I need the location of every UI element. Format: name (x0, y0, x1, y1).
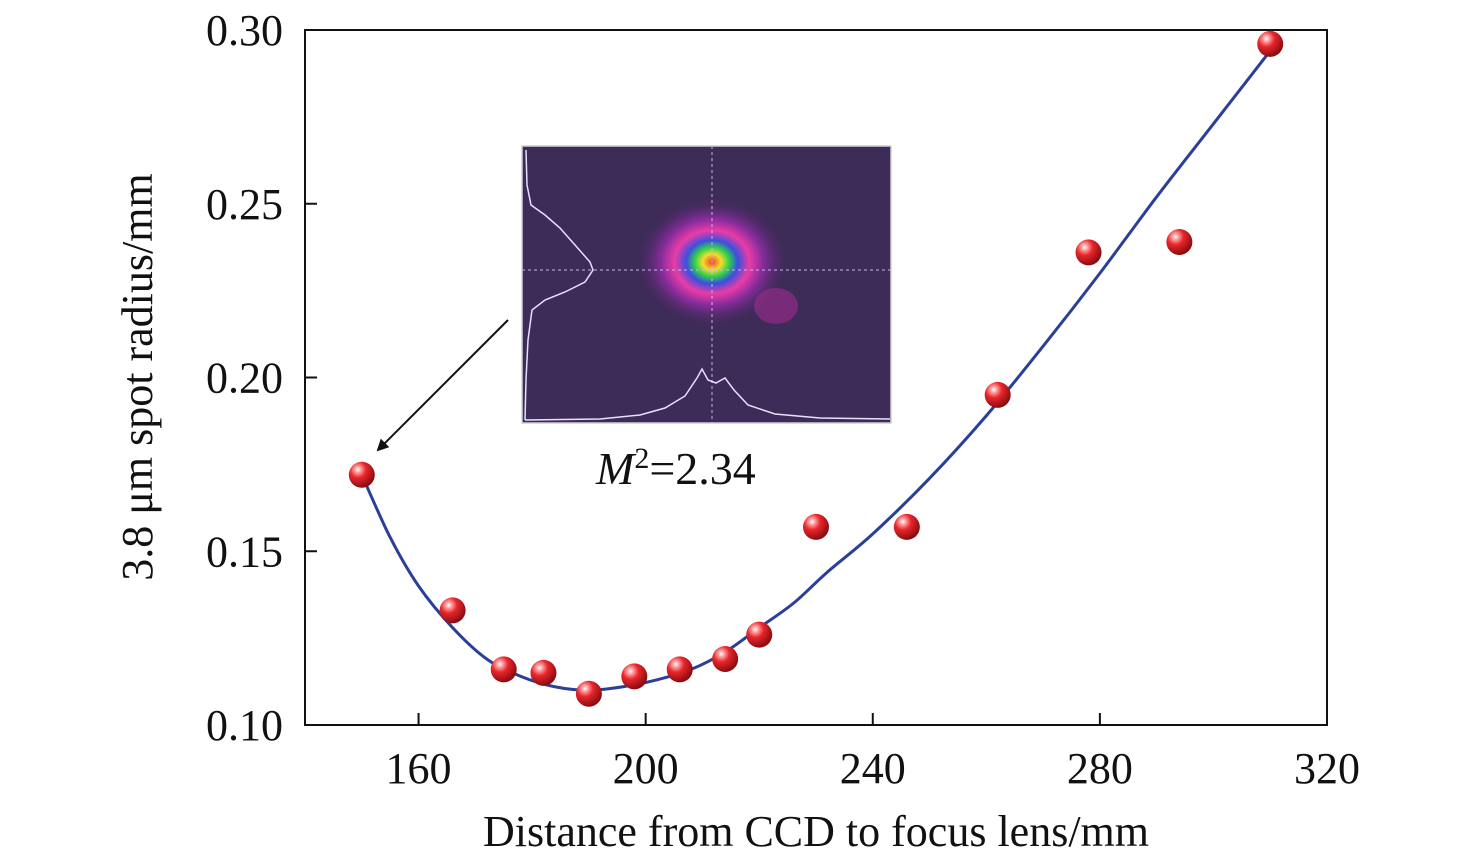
data-point (984, 381, 1011, 408)
y-axis: 0.10 0.15 0.20 0.25 0.30 (206, 6, 317, 750)
y-tick-label: 0.15 (206, 527, 283, 576)
inset-horizontal-profile (524, 367, 891, 421)
x-tick-label: 280 (1067, 744, 1133, 793)
data-points (348, 30, 1284, 707)
y-tick-label: 0.20 (206, 354, 283, 403)
y-tick-label: 0.30 (206, 6, 283, 55)
x-tick-label: 200 (613, 744, 679, 793)
inset-vertical-profile (524, 149, 594, 421)
m2-annotation-sup: 2 (634, 442, 649, 475)
data-point (1075, 239, 1102, 266)
x-tick-label: 320 (1294, 744, 1360, 793)
data-point (439, 597, 466, 624)
m2-annotation: M2=2.34 (595, 442, 756, 494)
data-point (1257, 30, 1284, 57)
m2-annotation-value: =2.34 (649, 443, 755, 494)
data-point (575, 680, 602, 707)
x-axis: 160 200 240 280 320 (386, 713, 1360, 793)
data-point (803, 513, 829, 540)
data-point (746, 621, 773, 648)
y-axis-title: 3.8 μm spot radius/mm (113, 173, 162, 580)
data-point (712, 645, 739, 672)
m2-annotation-m: M (595, 443, 637, 494)
data-point (621, 663, 648, 690)
y-tick-label: 0.10 (206, 701, 283, 750)
x-axis-title: Distance from CCD to focus lens/mm (483, 807, 1149, 856)
data-point (348, 461, 375, 488)
fit-curve (360, 49, 1272, 692)
data-point (1166, 228, 1193, 255)
beam-side-lobe (754, 288, 798, 324)
data-point (530, 659, 557, 686)
annotation-arrow (376, 319, 509, 452)
x-tick-label: 160 (386, 744, 452, 793)
data-point (893, 513, 920, 540)
data-point (666, 656, 693, 683)
beam-profile-inset (521, 145, 892, 424)
y-tick-label: 0.25 (206, 180, 283, 229)
data-point (490, 656, 517, 683)
x-tick-label: 240 (840, 744, 906, 793)
